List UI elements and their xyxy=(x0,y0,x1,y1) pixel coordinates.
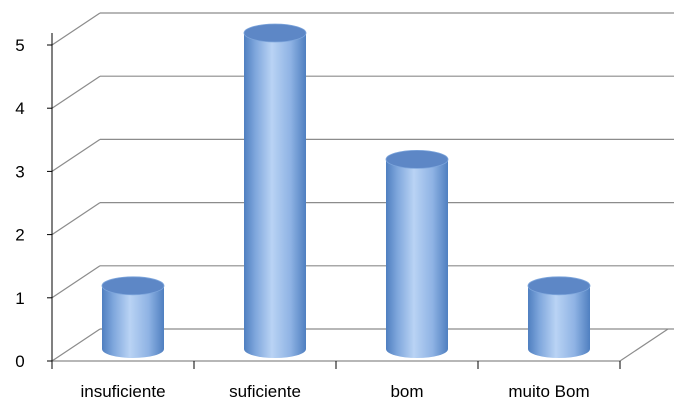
y-tick-label: 2 xyxy=(15,226,24,245)
bar-top xyxy=(385,149,449,169)
bars xyxy=(101,23,591,358)
bar xyxy=(385,149,449,358)
bar-top xyxy=(243,23,307,43)
bar-body xyxy=(102,285,164,358)
bar xyxy=(527,276,591,358)
bar-body xyxy=(244,33,306,358)
bar-top xyxy=(527,276,591,296)
y-tick-label: 4 xyxy=(15,99,24,118)
bar xyxy=(101,276,165,358)
bar-body xyxy=(528,285,590,358)
y-tick-label: 3 xyxy=(15,162,24,181)
axes xyxy=(47,33,621,369)
gridline-diagonal xyxy=(51,265,101,299)
bar xyxy=(243,23,307,358)
x-category-label: suficiente xyxy=(229,382,301,401)
labels: 0 1 2 3 4 5 insuficiente suficiente bom muito Bom xyxy=(15,36,589,401)
bar-top xyxy=(101,276,165,296)
x-category-label: muito Bom xyxy=(508,382,589,401)
gridline-diagonal xyxy=(51,328,101,362)
gridline-diagonal xyxy=(51,75,101,109)
y-tick-label: 1 xyxy=(15,289,24,308)
gridline-diagonal xyxy=(51,138,101,172)
x-category-label: insuficiente xyxy=(80,382,165,401)
gridline-diagonal xyxy=(51,202,101,236)
x-category-label: bom xyxy=(390,382,423,401)
gridline-diagonal xyxy=(51,12,101,46)
y-tick-label: 5 xyxy=(15,36,24,55)
floor-right-edge xyxy=(619,328,669,362)
bar-body xyxy=(386,159,448,358)
y-tick-label: 0 xyxy=(15,352,24,371)
